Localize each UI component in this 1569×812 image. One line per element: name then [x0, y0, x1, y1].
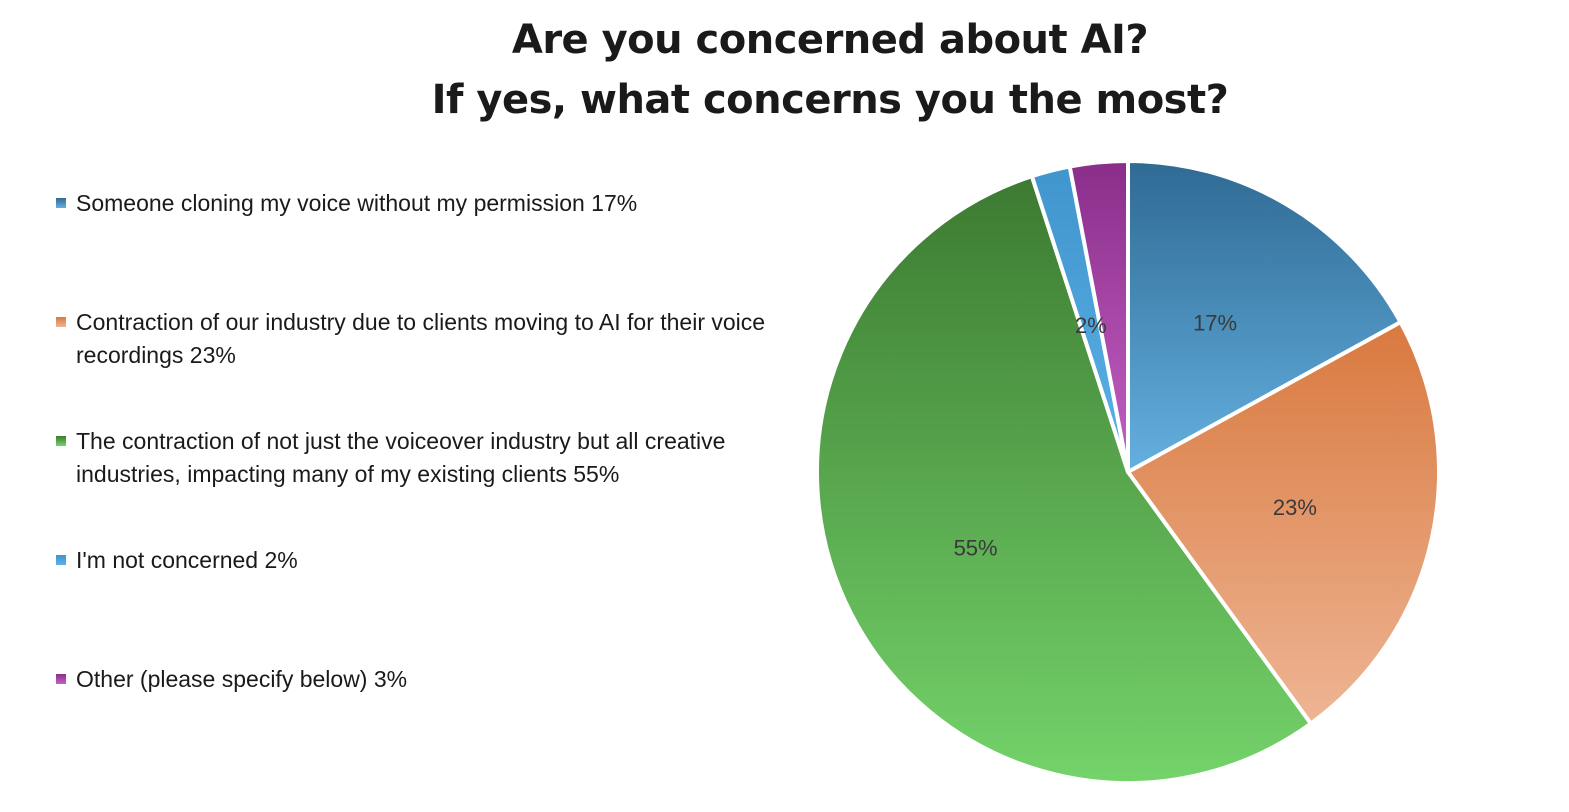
- pie-slices: [814, 159, 1441, 785]
- legend-swatch: [56, 674, 66, 684]
- pie-slice-industry-contraction: [1126, 320, 1441, 726]
- chart-title: Are you concerned about AI? If yes, what…: [330, 10, 1330, 130]
- data-label-creative-industries: 55%: [954, 536, 998, 561]
- legend-label: Contraction of our industry due to clien…: [76, 309, 766, 368]
- pie-data-labels: 17% 23% 55% 2%: [954, 311, 1317, 561]
- pie-slice-voice-cloning: [1126, 159, 1403, 474]
- data-label-not-concerned: 2%: [1075, 313, 1107, 338]
- legend-label: I'm not concerned 2%: [76, 547, 298, 573]
- legend-swatch: [56, 555, 66, 565]
- legend-label: The contraction of not just the voiceove…: [76, 428, 726, 487]
- chart-title-line-2: If yes, what concerns you the most?: [431, 77, 1229, 123]
- pie-slice-creative-industries: [814, 174, 1313, 785]
- legend-item-industry-contraction: Contraction of our industry due to clien…: [56, 306, 796, 372]
- legend-item-creative-industries: The contraction of not just the voiceove…: [56, 425, 796, 491]
- pie-slice-other: [1067, 159, 1130, 474]
- legend-item-not-concerned: I'm not concerned 2%: [56, 544, 796, 577]
- legend-swatch: [56, 317, 66, 327]
- data-label-voice-cloning: 17%: [1193, 311, 1237, 336]
- legend-label: Other (please specify below) 3%: [76, 666, 408, 692]
- data-label-industry-contraction: 23%: [1273, 495, 1317, 520]
- chart-title-line-1: Are you concerned about AI?: [511, 17, 1149, 63]
- legend-swatch: [56, 436, 66, 446]
- legend-label: Someone cloning my voice without my perm…: [76, 190, 638, 216]
- legend-swatch: [56, 198, 66, 208]
- legend-item-voice-cloning: Someone cloning my voice without my perm…: [56, 187, 796, 220]
- legend-item-other: Other (please specify below) 3%: [56, 663, 796, 696]
